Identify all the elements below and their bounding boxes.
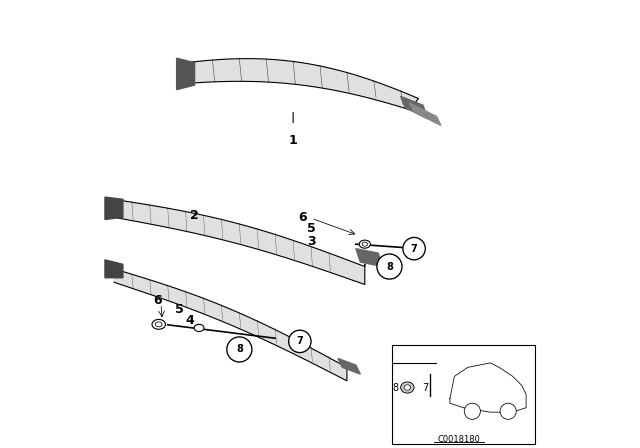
Text: 7: 7 xyxy=(411,244,417,254)
Circle shape xyxy=(377,254,402,279)
Text: 6: 6 xyxy=(154,293,162,307)
Polygon shape xyxy=(410,103,441,125)
Polygon shape xyxy=(356,249,383,267)
Text: 1: 1 xyxy=(289,134,298,147)
Ellipse shape xyxy=(156,322,162,327)
Text: 2: 2 xyxy=(190,208,199,222)
Text: 7: 7 xyxy=(422,383,428,392)
Text: 8: 8 xyxy=(236,345,243,354)
Polygon shape xyxy=(114,199,365,284)
Ellipse shape xyxy=(359,240,371,248)
Text: 6: 6 xyxy=(298,211,307,224)
Polygon shape xyxy=(105,197,123,220)
Polygon shape xyxy=(114,269,347,381)
Polygon shape xyxy=(450,363,526,412)
Circle shape xyxy=(464,403,481,419)
Text: 8: 8 xyxy=(386,262,393,271)
Ellipse shape xyxy=(152,319,166,329)
Text: 3: 3 xyxy=(307,235,316,249)
Polygon shape xyxy=(105,260,123,278)
Text: 5: 5 xyxy=(175,302,183,316)
Polygon shape xyxy=(186,59,419,110)
Text: 5: 5 xyxy=(307,222,316,235)
Polygon shape xyxy=(338,358,360,374)
Text: 4: 4 xyxy=(186,314,195,327)
FancyBboxPatch shape xyxy=(392,345,535,444)
Ellipse shape xyxy=(362,242,367,246)
Circle shape xyxy=(500,403,516,419)
Text: C0018180: C0018180 xyxy=(438,435,480,444)
Circle shape xyxy=(289,330,311,353)
Polygon shape xyxy=(401,96,428,119)
Circle shape xyxy=(227,337,252,362)
Circle shape xyxy=(403,237,425,260)
Ellipse shape xyxy=(401,382,414,393)
Ellipse shape xyxy=(404,385,411,390)
Ellipse shape xyxy=(194,324,204,332)
Text: 8: 8 xyxy=(392,383,398,392)
Text: 7: 7 xyxy=(296,336,303,346)
Polygon shape xyxy=(177,58,195,90)
